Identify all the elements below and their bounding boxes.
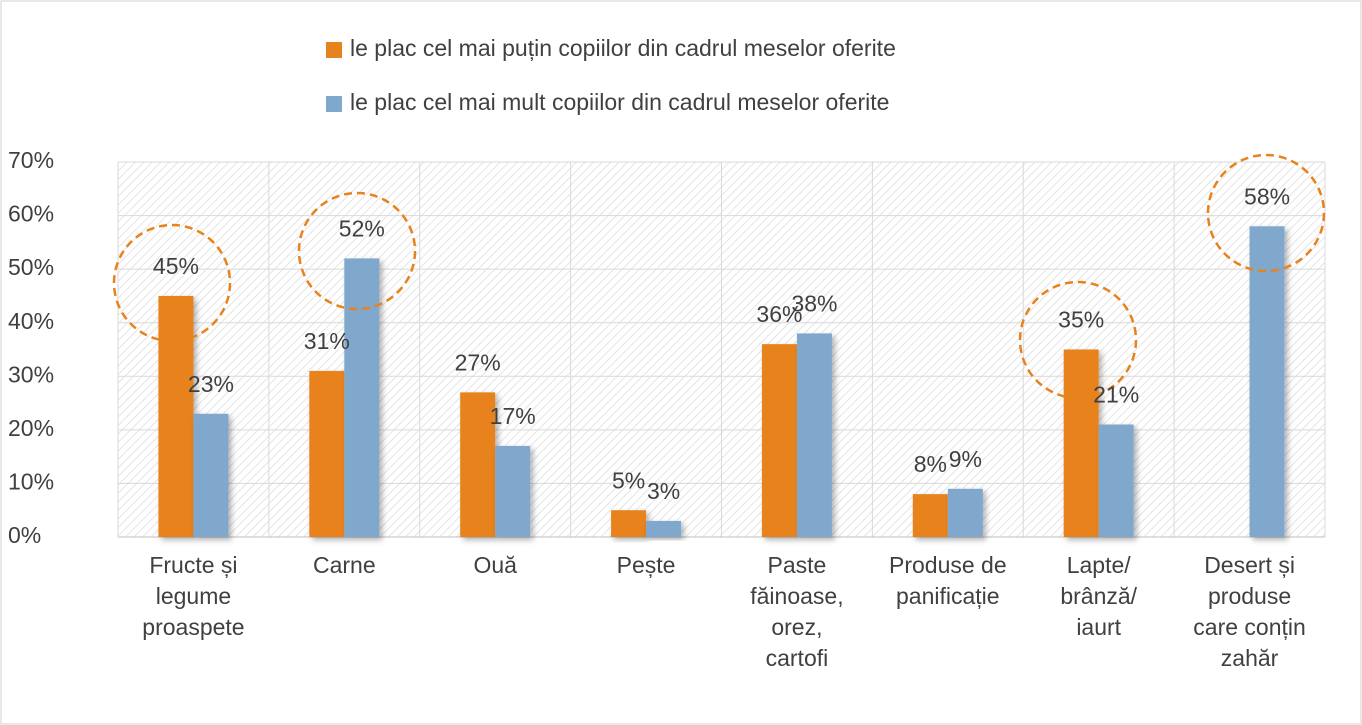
value-label: 8% bbox=[914, 451, 947, 477]
value-label: 27% bbox=[455, 349, 501, 375]
value-label: 23% bbox=[188, 371, 234, 397]
x-tick-label: Paste făinoase, orez, cartofi bbox=[750, 552, 844, 671]
y-tick-label: 40% bbox=[8, 308, 54, 334]
bar bbox=[1098, 424, 1134, 537]
value-label: 58% bbox=[1244, 183, 1290, 209]
bar bbox=[1249, 226, 1285, 538]
x-tick-label: Ouă bbox=[473, 552, 517, 578]
x-tick-label: Lapte/ brânză/ iaurt bbox=[1060, 552, 1138, 640]
bar bbox=[344, 258, 380, 537]
highlight-circle bbox=[297, 191, 417, 311]
bar bbox=[947, 488, 983, 537]
bar bbox=[611, 510, 647, 537]
bar bbox=[193, 413, 229, 537]
legend-swatch bbox=[326, 42, 342, 58]
value-label: 31% bbox=[304, 328, 350, 354]
value-label: 5% bbox=[612, 467, 645, 493]
value-label: 36% bbox=[756, 301, 802, 327]
legend-label: le plac cel mai mult copiilor din cadrul… bbox=[350, 89, 889, 115]
bar bbox=[646, 520, 682, 537]
bar bbox=[309, 370, 345, 537]
y-tick-label: 70% bbox=[8, 147, 54, 173]
bar bbox=[761, 344, 797, 537]
value-label: 9% bbox=[949, 446, 982, 472]
bar bbox=[495, 445, 531, 537]
value-label: 3% bbox=[647, 478, 680, 504]
highlight-circle bbox=[112, 223, 232, 343]
x-tick-label: Desert și produse care conțin zahăr bbox=[1193, 552, 1306, 671]
legend-label: le plac cel mai puțin copiilor din cadru… bbox=[350, 35, 896, 61]
bar bbox=[912, 494, 948, 537]
y-tick-label: 0% bbox=[8, 522, 41, 548]
value-label: 52% bbox=[339, 216, 385, 242]
y-tick-label: 10% bbox=[8, 469, 54, 495]
x-tick-label: Fructe și legume proaspete bbox=[142, 552, 245, 640]
y-tick-label: 20% bbox=[8, 415, 54, 441]
bar bbox=[796, 333, 832, 537]
bar bbox=[1063, 349, 1099, 537]
highlight-circle bbox=[1018, 280, 1138, 400]
bar bbox=[460, 392, 496, 537]
value-label: 45% bbox=[153, 253, 199, 279]
bar bbox=[158, 295, 194, 537]
value-label: 21% bbox=[1093, 382, 1139, 408]
value-label: 17% bbox=[490, 403, 536, 429]
x-tick-label: Produse de panificație bbox=[888, 552, 1007, 609]
value-label: 38% bbox=[791, 291, 837, 317]
x-tick-label: Pește bbox=[616, 552, 676, 578]
y-tick-label: 60% bbox=[8, 201, 54, 227]
x-tick-label: Carne bbox=[312, 552, 376, 578]
value-label: 35% bbox=[1058, 307, 1104, 333]
y-tick-label: 50% bbox=[8, 254, 54, 280]
y-tick-label: 30% bbox=[8, 361, 54, 387]
legend-swatch bbox=[326, 96, 342, 112]
highlight-circle bbox=[1206, 153, 1326, 273]
